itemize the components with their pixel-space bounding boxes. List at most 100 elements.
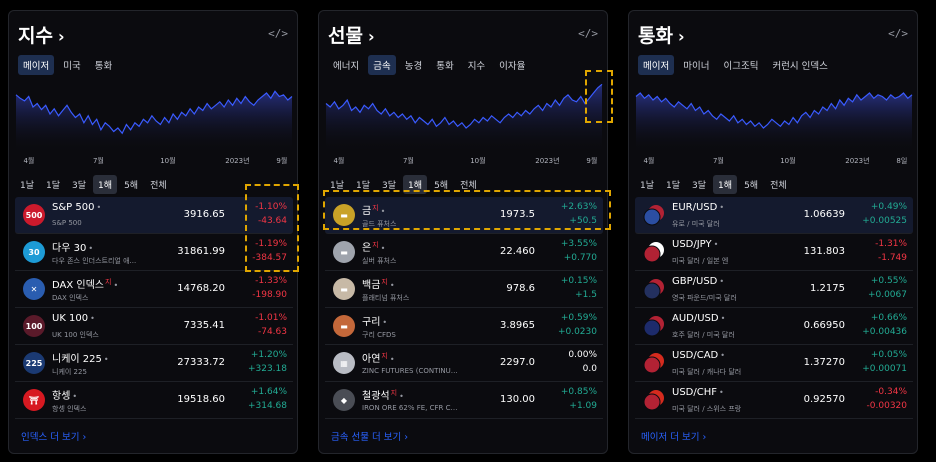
symbol-row[interactable]: ▬ 구리 • 구리 CFDS 3.8965 +0.59% +0.0230: [325, 308, 603, 345]
mini-chart[interactable]: [15, 75, 293, 153]
symbol-row[interactable]: AUD/USD • 호주 달러 / 미국 달러 0.66950 +0.66% +0.004…: [635, 308, 913, 345]
see-more-link[interactable]: 금속 선물 더 보기 ›: [331, 429, 408, 443]
tab-3[interactable]: 통화: [436, 61, 454, 72]
symbol-row[interactable]: 225 니케이 225 • 니케이 225 27333.72 +1.20% +323.18: [15, 345, 293, 382]
symbol-name[interactable]: USD/CHF •: [672, 387, 724, 398]
tab-2[interactable]: 통화: [94, 61, 113, 72]
symbol-price: 7335.41: [183, 320, 225, 331]
range-button-0[interactable]: 1날: [20, 181, 35, 191]
range-button-5[interactable]: 전체: [460, 181, 477, 191]
change-percent: -1.10%: [255, 202, 287, 212]
symbol-row[interactable]: ▬ 은지 • 실버 퓨처스 22.460 +3.55% +0.770: [325, 234, 603, 271]
time-range-selector: 1날 1달 3달 1해 5해 전체: [635, 175, 792, 194]
symbol-name[interactable]: S&P 500 •: [52, 202, 101, 213]
category-tabs: 에너지 금속 농경 통화 지수 이자율: [328, 55, 530, 75]
range-button-1[interactable]: 1달: [46, 181, 61, 191]
symbol-name[interactable]: USD/CAD •: [672, 350, 725, 361]
symbol-row[interactable]: ⛩ 항셍 • 항셍 인덱스 19518.60 +1.64% +314.68: [15, 382, 293, 419]
range-button-2[interactable]: 3달: [72, 181, 87, 191]
range-button-4[interactable]: 5해: [434, 181, 449, 191]
symbol-row[interactable]: ✕ DAX 인덱스지 • DAX 인덱스 14768.20 -1.33% -198.90: [15, 271, 293, 308]
symbol-name[interactable]: DAX 인덱스지 •: [52, 276, 118, 291]
range-button-2[interactable]: 3달: [692, 181, 707, 191]
range-button-0[interactable]: 1날: [640, 181, 655, 191]
symbol-description: 구리 CFDS: [362, 331, 396, 339]
chart-series-line: [325, 83, 603, 129]
symbol-row[interactable]: ◆ 철광석지• IRON ORE 62% FE, CFR CHINA ... 130.…: [325, 382, 603, 419]
symbol-name[interactable]: AUD/USD •: [672, 313, 725, 324]
flag-base-currency: [643, 393, 661, 411]
symbol-name[interactable]: GBP/USD •: [672, 276, 724, 287]
range-button-1[interactable]: 1달: [666, 181, 681, 191]
chevron-right-icon: ›: [699, 432, 707, 443]
symbol-row[interactable]: 100 UK 100 • UK 100 인덱스 7335.41 -1.01% -74.63: [15, 308, 293, 345]
mini-chart[interactable]: [325, 75, 603, 153]
symbol-name[interactable]: EUR/USD •: [672, 202, 724, 213]
tab-1[interactable]: 금속: [368, 55, 396, 75]
change-value: +1.09: [569, 401, 597, 411]
symbol-name[interactable]: UK 100 •: [52, 313, 95, 324]
tab-0[interactable]: 메이저: [638, 55, 675, 75]
symbol-name[interactable]: 백금지 •: [362, 276, 395, 291]
symbol-name[interactable]: 금지 •: [362, 202, 385, 217]
symbol-name[interactable]: USD/JPY •: [672, 239, 718, 250]
embed-code-icon[interactable]: </>: [888, 27, 908, 40]
tab-3[interactable]: 커런시 인덱스: [772, 61, 828, 72]
tab-4[interactable]: 지수: [467, 61, 486, 72]
symbol-name[interactable]: 구리 •: [362, 313, 387, 328]
range-button-3[interactable]: 1해: [403, 175, 428, 194]
status-dot-icon: •: [90, 314, 95, 323]
symbol-description: 유로 / 미국 달러: [672, 220, 720, 228]
panel-title[interactable]: 지수 ›: [18, 21, 65, 48]
symbol-name[interactable]: 다우 30 •: [52, 239, 93, 254]
panel-title[interactable]: 통화 ›: [638, 21, 685, 48]
symbol-name[interactable]: 니케이 225 •: [52, 350, 109, 365]
symbol-row[interactable]: GBP/USD • 영국 파운드/미국 달러 1.2175 +0.55% +0.0067: [635, 271, 913, 308]
embed-code-icon[interactable]: </>: [268, 27, 288, 40]
status-dot-icon: •: [389, 281, 395, 290]
range-button-1[interactable]: 1달: [356, 181, 371, 191]
range-button-3[interactable]: 1해: [93, 175, 118, 194]
see-more-link[interactable]: 메이저 더 보기 ›: [641, 429, 706, 443]
symbol-row[interactable]: USD/JPY • 미국 달러 / 일본 엔 131.803 -1.31% -1.749: [635, 234, 913, 271]
forex-panel: 통화 › </> 메이저 마이너 이그조틱 커런시 인덱스 4월 7월 10월 2023년 8일 1날 1…: [628, 10, 918, 454]
change-value: -384.57: [252, 253, 287, 263]
dow30-icon: 30: [23, 241, 45, 263]
range-button-5[interactable]: 전체: [150, 181, 167, 191]
range-button-3[interactable]: 1해: [713, 175, 738, 194]
symbol-row[interactable]: USD/CHF • 미국 달러 / 스위스 프랑 0.92570 -0.34% -0.00…: [635, 382, 913, 419]
symbol-row[interactable]: EUR/USD • 유로 / 미국 달러 1.06639 +0.49% +0.00525: [635, 197, 913, 234]
mini-chart[interactable]: [635, 75, 913, 153]
range-button-4[interactable]: 5해: [124, 181, 139, 191]
see-more-link[interactable]: 인덱스 더 보기 ›: [21, 429, 86, 443]
change-percent: +0.66%: [870, 313, 907, 323]
tab-2[interactable]: 농경: [404, 61, 423, 72]
symbol-row[interactable]: 500 S&P 500 • S&P 500 3916.65 -1.10% -43.64: [15, 197, 293, 234]
symbol-row[interactable]: USD/CAD • 미국 달러 / 캐나다 달러 1.37270 +0.05% +0.00…: [635, 345, 913, 382]
tab-5[interactable]: 이자율: [499, 61, 526, 72]
tab-0[interactable]: 메이저: [18, 55, 55, 75]
range-button-4[interactable]: 5해: [744, 181, 759, 191]
aud-usd-flag-icon: [643, 316, 664, 337]
panel-title-text: 선물: [328, 25, 363, 47]
time-range-selector: 1날 1달 3달 1해 5해 전체: [325, 175, 482, 194]
symbol-name[interactable]: 항셍 •: [52, 387, 77, 402]
tab-0[interactable]: 에너지: [333, 61, 360, 72]
symbol-row[interactable]: ▬ 백금지 • 플래티넘 퓨처스 978.6 +0.15% +1.5: [325, 271, 603, 308]
status-dot-icon: •: [380, 207, 386, 216]
symbol-row[interactable]: ▦ 아연지• ZINC FUTURES (CONTINUOUS:... 2297.0 0…: [325, 345, 603, 382]
embed-code-icon[interactable]: </>: [578, 27, 598, 40]
range-button-2[interactable]: 3달: [382, 181, 397, 191]
tab-2[interactable]: 이그조틱: [723, 61, 759, 72]
range-button-5[interactable]: 전체: [770, 181, 787, 191]
symbol-name[interactable]: 철광석지 •: [362, 387, 404, 402]
change-percent: +0.49%: [870, 202, 907, 212]
symbol-row[interactable]: 30 다우 30 • 다우 존스 인더스트리얼 애... 31861.99 -1.19% -…: [15, 234, 293, 271]
tab-1[interactable]: 마이너: [683, 61, 710, 72]
range-button-0[interactable]: 1날: [330, 181, 345, 191]
panel-title[interactable]: 선물 ›: [328, 21, 375, 48]
symbol-name[interactable]: 은지 •: [362, 239, 385, 254]
tab-1[interactable]: 미국: [63, 61, 81, 72]
symbol-name[interactable]: 아연지 •: [362, 350, 395, 365]
symbol-row[interactable]: ▬ 금지 • 골드 퓨처스 1973.5 +2.63% +50.5: [325, 197, 603, 234]
